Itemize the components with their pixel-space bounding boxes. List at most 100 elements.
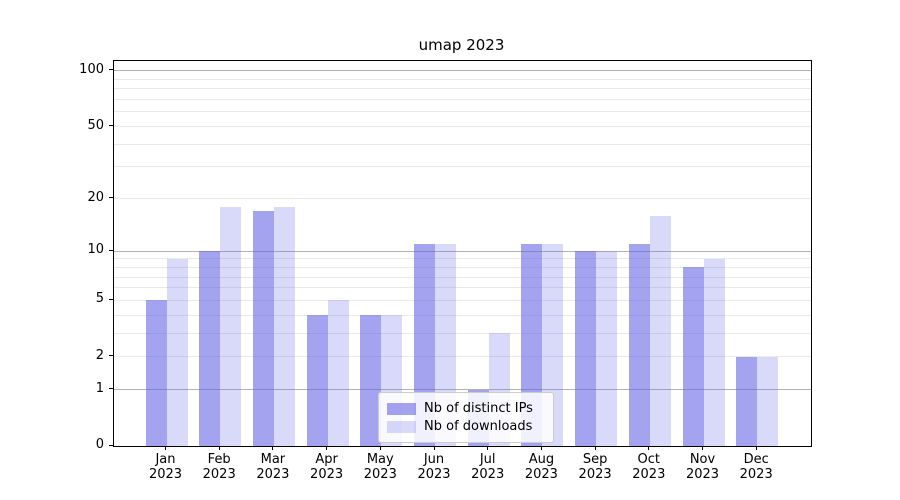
x-tick-year: 2023 bbox=[363, 467, 397, 482]
x-tick-mark bbox=[755, 446, 757, 450]
bar-downloads-nov bbox=[703, 258, 725, 446]
x-tick-year: 2023 bbox=[310, 467, 344, 482]
x-tick-year: 2023 bbox=[417, 467, 451, 482]
legend: Nb of distinct IPs Nb of downloads bbox=[378, 392, 554, 443]
gridline bbox=[114, 70, 811, 72]
x-tick-mark bbox=[218, 446, 220, 450]
gridline bbox=[114, 287, 811, 289]
x-tick-month: Jan bbox=[155, 452, 176, 467]
gridline bbox=[114, 166, 811, 168]
x-tick-year: 2023 bbox=[471, 467, 505, 482]
bar-distinct-ips-mar bbox=[252, 211, 274, 446]
x-tick-month: Apr bbox=[315, 452, 338, 467]
x-tick-month: Oct bbox=[637, 452, 661, 467]
x-tick-mark bbox=[433, 446, 435, 450]
gridline bbox=[114, 258, 811, 260]
x-tick-mark bbox=[648, 446, 650, 450]
x-tick-year: 2023 bbox=[524, 467, 558, 482]
chart-title: umap 2023 bbox=[418, 36, 505, 54]
bar-distinct-ips-jan bbox=[145, 300, 167, 446]
x-tick-year: 2023 bbox=[202, 467, 236, 482]
x-tick-year: 2023 bbox=[632, 467, 666, 482]
x-tick-year: 2023 bbox=[256, 467, 290, 482]
plot-area bbox=[113, 60, 812, 447]
bar-distinct-ips-nov bbox=[682, 267, 704, 446]
y-tick-mark bbox=[109, 69, 113, 71]
bar-downloads-mar bbox=[273, 206, 295, 446]
legend-label-distinct-ips: Nb of distinct IPs bbox=[424, 401, 533, 416]
x-tick-month: Aug bbox=[528, 452, 555, 467]
x-tick-month: Mar bbox=[260, 452, 286, 467]
y-axis-tick-label: 20 bbox=[87, 189, 104, 205]
y-axis-tick-label: 100 bbox=[79, 61, 104, 77]
x-tick-year: 2023 bbox=[685, 467, 720, 482]
x-axis-tick-label: Sep 2023 bbox=[565, 452, 625, 482]
x-axis-tick-label: Nov 2023 bbox=[673, 452, 733, 482]
y-tick-mark bbox=[109, 388, 113, 390]
y-axis-tick-label: 2 bbox=[95, 347, 104, 363]
x-tick-mark bbox=[379, 446, 381, 450]
x-tick-mark bbox=[272, 446, 274, 450]
gridline bbox=[114, 99, 811, 101]
y-tick-mark bbox=[109, 355, 113, 357]
legend-swatch-distinct-ips bbox=[387, 402, 416, 415]
y-tick-mark bbox=[109, 444, 113, 446]
y-tick-mark bbox=[109, 197, 113, 199]
x-axis-tick-label: Mar 2023 bbox=[243, 452, 303, 482]
y-tick-mark bbox=[109, 249, 113, 251]
gridline bbox=[114, 111, 811, 113]
y-axis-tick-label: 5 bbox=[95, 291, 104, 307]
x-tick-month: May bbox=[366, 452, 394, 467]
x-tick-mark bbox=[326, 446, 328, 450]
gridline bbox=[114, 389, 811, 391]
x-axis-tick-label: Aug 2023 bbox=[511, 452, 571, 482]
x-tick-year: 2023 bbox=[739, 467, 773, 482]
y-axis-tick-label: 50 bbox=[87, 117, 104, 133]
bar-downloads-jan bbox=[166, 258, 188, 446]
legend-label-downloads: Nb of downloads bbox=[424, 419, 533, 434]
legend-entry-downloads: Nb of downloads bbox=[387, 418, 545, 435]
gridline bbox=[114, 78, 811, 80]
x-axis-tick-label: Jan 2023 bbox=[136, 452, 196, 482]
x-axis-tick-label: Oct 2023 bbox=[619, 452, 679, 482]
gridline bbox=[114, 250, 811, 252]
x-axis-tick-label: Dec 2023 bbox=[726, 452, 786, 482]
x-tick-mark bbox=[540, 446, 542, 450]
x-axis-tick-label: Apr 2023 bbox=[297, 452, 357, 482]
y-axis-tick-label: 10 bbox=[87, 242, 104, 258]
bar-distinct-ips-dec bbox=[736, 356, 758, 446]
bar-distinct-ips-oct bbox=[628, 244, 650, 446]
x-axis-tick-label: May 2023 bbox=[350, 452, 410, 482]
gridline bbox=[114, 143, 811, 145]
bar-downloads-feb bbox=[220, 206, 242, 446]
x-tick-mark bbox=[702, 446, 703, 450]
gridline bbox=[114, 314, 811, 316]
x-tick-year: 2023 bbox=[578, 467, 612, 482]
x-axis-tick-label: Jun 2023 bbox=[404, 452, 464, 482]
x-tick-mark bbox=[594, 446, 596, 450]
bar-downloads-oct bbox=[649, 215, 671, 446]
gridline bbox=[114, 88, 811, 90]
y-tick-mark bbox=[109, 125, 113, 126]
x-tick-month: Feb bbox=[207, 452, 231, 467]
y-axis-tick-label: 1 bbox=[95, 380, 104, 396]
x-tick-month: Jul bbox=[479, 452, 496, 467]
x-tick-mark bbox=[165, 446, 166, 450]
x-tick-month: Nov bbox=[689, 452, 716, 467]
gridline bbox=[114, 276, 811, 278]
x-tick-month: Jun bbox=[423, 452, 445, 467]
gridline bbox=[114, 126, 811, 127]
bar-distinct-ips-apr bbox=[306, 315, 328, 446]
gridline bbox=[114, 198, 811, 200]
bar-distinct-ips-feb bbox=[199, 251, 221, 446]
bar-downloads-apr bbox=[327, 300, 349, 446]
bar-downloads-dec bbox=[757, 356, 779, 446]
x-tick-year: 2023 bbox=[148, 467, 183, 482]
bar-distinct-ips-may bbox=[360, 315, 382, 446]
x-tick-mark bbox=[487, 446, 489, 450]
y-axis-tick-label: 0 bbox=[95, 437, 104, 452]
gridline bbox=[114, 266, 811, 268]
legend-entry-distinct-ips: Nb of distinct IPs bbox=[387, 400, 545, 417]
x-tick-month: Sep bbox=[582, 452, 608, 467]
